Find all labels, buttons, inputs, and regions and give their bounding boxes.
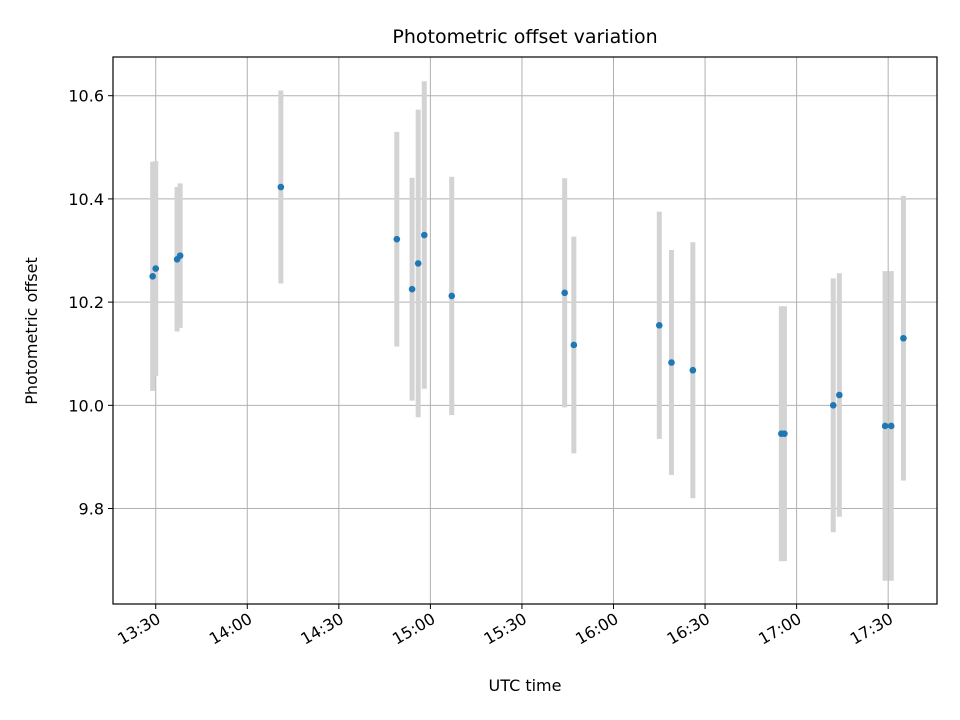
y-axis-title: Photometric offset <box>22 257 41 405</box>
data-point <box>448 292 456 300</box>
data-point <box>408 285 416 293</box>
data-point <box>781 430 788 438</box>
chart-title: Photometric offset variation <box>392 26 657 48</box>
y-tick-label: 10.0 <box>68 396 104 415</box>
x-axis-title: UTC time <box>489 676 562 695</box>
data-point <box>393 235 401 243</box>
data-point <box>561 289 568 297</box>
data-point <box>655 322 663 329</box>
y-tick-label: 9.8 <box>79 500 104 519</box>
data-point <box>149 273 156 280</box>
y-axis-ticks: 9.8 10.0 10.2 10.4 10.6 <box>68 87 113 519</box>
plot-frame <box>112 56 938 605</box>
data-point <box>689 366 697 374</box>
data-point <box>881 422 889 430</box>
y-tick-label: 10.6 <box>68 87 104 106</box>
data-point <box>414 260 422 267</box>
data-point <box>887 422 895 430</box>
y-tick-label: 10.2 <box>68 293 104 312</box>
grid <box>113 57 937 604</box>
y-tick-label: 10.4 <box>68 190 104 209</box>
data-point <box>152 265 160 272</box>
data-point <box>829 402 837 409</box>
data-point <box>900 334 907 342</box>
data-point <box>836 391 843 399</box>
data-point <box>420 231 428 239</box>
data-point <box>277 183 285 191</box>
data-point <box>668 359 675 366</box>
data-point <box>176 252 184 259</box>
data-points <box>149 183 907 438</box>
data-point <box>570 341 578 349</box>
